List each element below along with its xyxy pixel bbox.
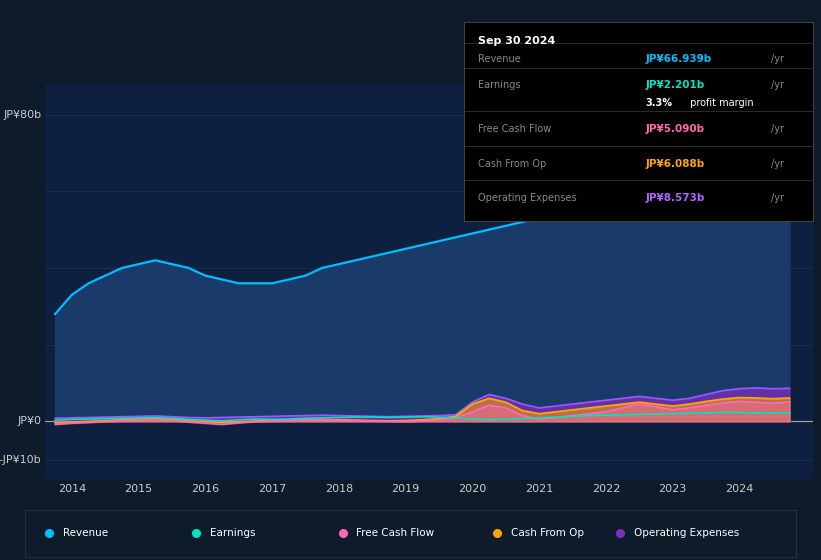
- Text: JP¥0: JP¥0: [17, 416, 41, 426]
- Text: JP¥66.939b: JP¥66.939b: [645, 54, 712, 64]
- Text: JP¥5.090b: JP¥5.090b: [645, 124, 704, 134]
- Text: Cash From Op: Cash From Op: [478, 158, 546, 169]
- Text: Revenue: Revenue: [478, 54, 521, 64]
- Text: /yr: /yr: [771, 80, 784, 90]
- Text: /yr: /yr: [771, 124, 784, 134]
- Text: Revenue: Revenue: [63, 529, 108, 538]
- Text: Earnings: Earnings: [210, 529, 255, 538]
- Text: /yr: /yr: [771, 54, 784, 64]
- Text: Free Cash Flow: Free Cash Flow: [478, 124, 551, 134]
- Text: -JP¥10b: -JP¥10b: [0, 455, 41, 465]
- Text: Operating Expenses: Operating Expenses: [635, 529, 740, 538]
- Text: /yr: /yr: [771, 193, 784, 203]
- Text: JP¥8.573b: JP¥8.573b: [645, 193, 704, 203]
- Text: JP¥2.201b: JP¥2.201b: [645, 80, 704, 90]
- Text: /yr: /yr: [771, 158, 784, 169]
- Text: Cash From Op: Cash From Op: [511, 529, 584, 538]
- Text: 3.3%: 3.3%: [645, 98, 672, 108]
- Text: Free Cash Flow: Free Cash Flow: [356, 529, 434, 538]
- Text: JP¥6.088b: JP¥6.088b: [645, 158, 704, 169]
- Text: Earnings: Earnings: [478, 80, 521, 90]
- Text: Operating Expenses: Operating Expenses: [478, 193, 576, 203]
- Text: profit margin: profit margin: [687, 98, 754, 108]
- Text: JP¥80b: JP¥80b: [3, 110, 41, 120]
- Text: Sep 30 2024: Sep 30 2024: [478, 36, 555, 46]
